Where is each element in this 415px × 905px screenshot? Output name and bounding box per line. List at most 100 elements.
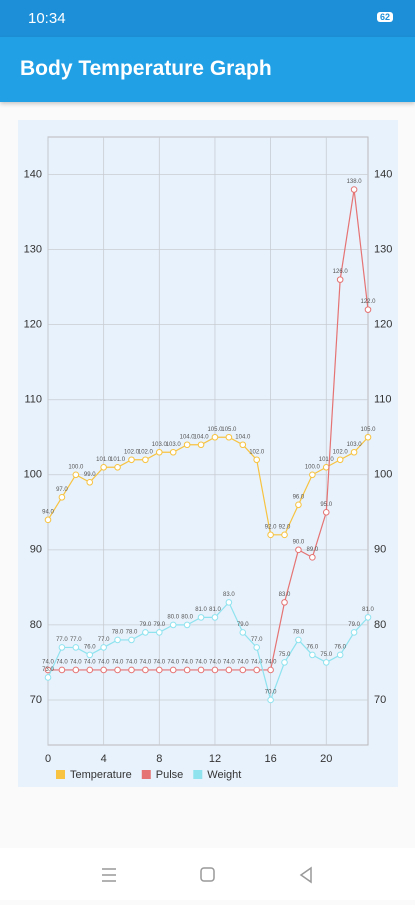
data-label: 102.0 bbox=[124, 449, 140, 455]
data-point bbox=[295, 501, 302, 509]
data-point bbox=[183, 666, 191, 674]
data-point bbox=[281, 531, 288, 539]
data-point bbox=[336, 276, 344, 283]
data-label: 101.0 bbox=[319, 457, 335, 463]
data-point bbox=[350, 448, 358, 456]
data-point bbox=[156, 448, 163, 456]
data-point bbox=[225, 433, 233, 441]
data-label: 75.0 bbox=[320, 652, 332, 658]
data-point bbox=[267, 531, 274, 539]
data-label: 103.0 bbox=[347, 442, 363, 448]
data-point bbox=[239, 666, 247, 674]
data-label: 74.0 bbox=[42, 660, 54, 666]
x-tick-label: 20 bbox=[320, 753, 332, 765]
data-label: 81.0 bbox=[195, 607, 207, 613]
data-point bbox=[197, 441, 205, 449]
data-point bbox=[156, 629, 163, 636]
data-label: 77.0 bbox=[56, 637, 68, 643]
nav-bar bbox=[0, 848, 415, 900]
y-tick-label-right: 70 bbox=[374, 694, 386, 706]
legend-label: Temperature bbox=[70, 769, 132, 781]
data-point bbox=[364, 306, 372, 313]
y-tick-label: 100 bbox=[24, 469, 42, 481]
data-label: 99.0 bbox=[84, 472, 96, 478]
data-label: 74.0 bbox=[181, 660, 193, 666]
data-point bbox=[364, 433, 372, 441]
data-label: 79.0 bbox=[140, 622, 152, 628]
data-point bbox=[322, 463, 330, 471]
data-point bbox=[86, 478, 94, 486]
data-label: 79.0 bbox=[153, 622, 165, 628]
data-label: 95.0 bbox=[320, 502, 332, 508]
x-tick-label: 4 bbox=[101, 753, 107, 765]
data-point bbox=[309, 471, 316, 479]
data-point bbox=[322, 509, 330, 516]
data-point bbox=[295, 546, 302, 554]
y-tick-label: 90 bbox=[30, 544, 42, 556]
data-point bbox=[309, 651, 316, 659]
data-label: 100.0 bbox=[305, 464, 321, 470]
data-label: 74.0 bbox=[237, 660, 249, 666]
data-point bbox=[128, 636, 135, 644]
data-point bbox=[72, 644, 80, 651]
data-label: 83.0 bbox=[223, 592, 235, 598]
data-label: 74.0 bbox=[195, 660, 207, 666]
data-point bbox=[128, 666, 135, 674]
y-tick-label-right: 80 bbox=[374, 619, 386, 631]
legend-swatch bbox=[193, 770, 203, 779]
app-title: Body Temperature Graph bbox=[20, 57, 272, 80]
data-label: 74.0 bbox=[84, 660, 96, 666]
data-label: 79.0 bbox=[237, 622, 249, 628]
data-point bbox=[350, 629, 358, 636]
data-label: 102.0 bbox=[138, 449, 154, 455]
data-label: 138.0 bbox=[347, 179, 363, 185]
data-label: 103.0 bbox=[152, 442, 168, 448]
data-point bbox=[183, 441, 191, 449]
data-point bbox=[142, 456, 149, 464]
data-point bbox=[211, 666, 219, 674]
data-point bbox=[350, 186, 358, 193]
data-point bbox=[364, 614, 372, 621]
data-point bbox=[322, 659, 330, 666]
y-tick-label-right: 140 bbox=[374, 168, 392, 180]
home-button[interactable] bbox=[200, 867, 215, 882]
data-label: 74.0 bbox=[56, 660, 68, 666]
data-point bbox=[225, 666, 233, 674]
data-label: 78.0 bbox=[112, 629, 124, 635]
data-point bbox=[253, 666, 260, 674]
data-label: 126.0 bbox=[333, 269, 349, 275]
data-label: 92.0 bbox=[265, 524, 277, 530]
data-label: 74.0 bbox=[209, 660, 221, 666]
y-tick-label: 70 bbox=[30, 694, 42, 706]
data-point bbox=[100, 644, 107, 651]
data-label: 122.0 bbox=[360, 299, 376, 305]
data-label: 74.0 bbox=[265, 660, 277, 666]
data-point bbox=[156, 666, 163, 674]
back-button[interactable] bbox=[299, 866, 312, 884]
data-label: 101.0 bbox=[96, 457, 112, 463]
data-label: 105.0 bbox=[360, 427, 376, 433]
nav-icons bbox=[102, 866, 312, 884]
data-label: 102.0 bbox=[333, 449, 349, 455]
app-bar: Body Temperature Graph bbox=[0, 37, 415, 102]
data-point bbox=[267, 666, 274, 674]
data-point bbox=[169, 666, 177, 674]
data-label: 76.0 bbox=[84, 645, 96, 651]
legend-swatch bbox=[56, 770, 65, 779]
data-label: 74.0 bbox=[223, 660, 235, 666]
data-point bbox=[281, 599, 288, 606]
data-label: 79.0 bbox=[348, 622, 360, 628]
data-label: 76.0 bbox=[334, 645, 346, 651]
x-tick-label: 8 bbox=[156, 753, 162, 765]
menu-button[interactable] bbox=[102, 868, 116, 882]
data-point bbox=[267, 696, 274, 704]
data-label: 70.0 bbox=[265, 690, 277, 696]
data-label: 101.0 bbox=[110, 457, 126, 463]
y-tick-label-right: 100 bbox=[374, 469, 392, 481]
legend-swatch bbox=[141, 770, 151, 779]
data-point bbox=[58, 493, 66, 501]
data-label: 77.0 bbox=[98, 637, 110, 643]
data-label: 74.0 bbox=[126, 660, 138, 666]
data-label: 78.0 bbox=[293, 629, 305, 635]
